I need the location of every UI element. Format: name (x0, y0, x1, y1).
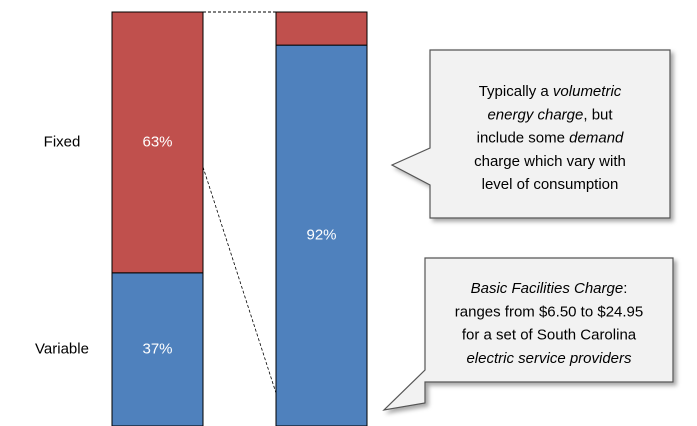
callout-segment: Typically a (479, 83, 553, 100)
callout-text: Basic Facilities Charge: (471, 280, 628, 297)
callout-segment: demand (569, 130, 624, 147)
callout-segment: Basic Facilities Charge (471, 280, 624, 297)
callout-text: for a set of South Carolina (462, 327, 637, 344)
callout-segment: charge which vary with (474, 153, 626, 170)
value-label: 63% (142, 133, 172, 150)
callout-text: include some demand (477, 130, 624, 147)
callout-segment: : (623, 280, 627, 297)
callout (390, 49, 671, 219)
bar-segment (275, 44, 368, 426)
legend-label: Variable (35, 340, 89, 357)
bar-segment (275, 11, 368, 46)
callout-text: level of consumption (482, 176, 619, 193)
callout-segment: energy charge (487, 106, 583, 123)
callout-text: energy charge, but (487, 106, 613, 123)
callout-segment: electric service providers (466, 350, 632, 367)
callout-segment: , but (583, 106, 613, 123)
callout-text: charge which vary with (474, 153, 626, 170)
callout-segment: for a set of South Carolina (462, 327, 637, 344)
legend-label: Fixed (44, 133, 81, 150)
callout-text: ranges from $6.50 to $24.95 (455, 303, 643, 320)
value-label: 92% (306, 227, 336, 244)
callout-segment: include some (477, 130, 570, 147)
callout-text: electric service providers (466, 350, 632, 367)
callout-text: Typically a volumetric (479, 83, 622, 100)
callout-segment: ranges from $6.50 to $24.95 (455, 303, 643, 320)
callout-segment: volumetric (553, 83, 622, 100)
value-label: 37% (142, 340, 172, 357)
connector (202, 166, 277, 394)
callout (382, 257, 674, 411)
bar-segment (111, 11, 204, 274)
callout-segment: level of consumption (482, 176, 619, 193)
